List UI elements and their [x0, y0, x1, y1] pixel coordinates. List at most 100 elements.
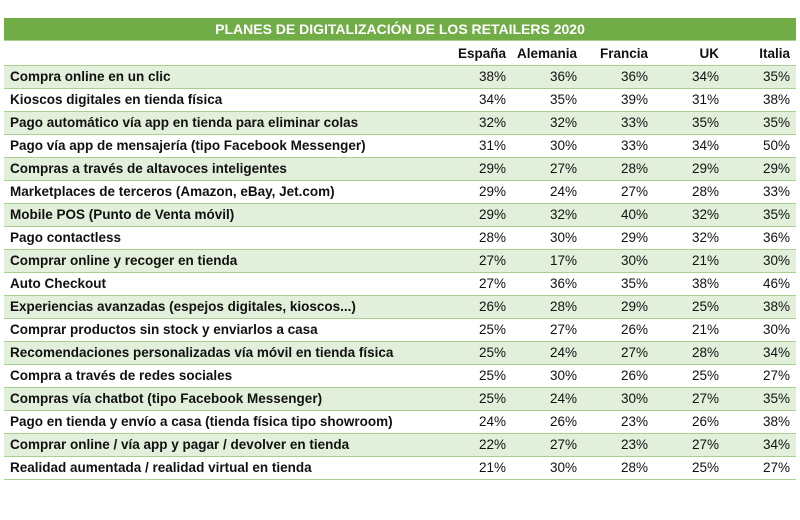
value-cell: 36% — [583, 65, 654, 89]
value-cell: 29% — [441, 203, 512, 227]
row-label: Comprar online y recoger en tienda — [4, 249, 441, 273]
value-cell: 26% — [583, 364, 654, 388]
table-row: Pago vía app de mensajería (tipo Faceboo… — [4, 134, 796, 158]
table-row: Recomendaciones personalizadas vía móvil… — [4, 341, 796, 365]
value-cell: 29% — [441, 157, 512, 181]
value-cell: 24% — [441, 410, 512, 434]
value-cell: 25% — [441, 318, 512, 342]
value-cell: 30% — [512, 364, 583, 388]
value-cell: 28% — [654, 180, 725, 204]
value-cell: 27% — [512, 433, 583, 457]
value-cell: 21% — [654, 318, 725, 342]
value-cell: 29% — [583, 226, 654, 250]
value-cell: 36% — [725, 226, 796, 250]
value-cell: 32% — [654, 203, 725, 227]
value-cell: 34% — [441, 88, 512, 112]
value-cell: 28% — [583, 456, 654, 480]
table-row: Pago contactless 28% 30% 29% 32% 36% — [4, 226, 796, 250]
value-cell: 17% — [512, 249, 583, 273]
value-cell: 30% — [725, 249, 796, 273]
value-cell: 35% — [654, 111, 725, 135]
row-label: Realidad aumentada / realidad virtual en… — [4, 456, 441, 480]
value-cell: 25% — [654, 295, 725, 319]
value-cell: 29% — [441, 180, 512, 204]
value-cell: 25% — [441, 341, 512, 365]
table-row: Mobile POS (Punto de Venta móvil) 29% 32% 4… — [4, 203, 796, 227]
value-cell: 27% — [654, 433, 725, 457]
value-cell: 27% — [654, 387, 725, 411]
value-cell: 32% — [441, 111, 512, 135]
value-cell: 29% — [725, 157, 796, 181]
row-label: Mobile POS (Punto de Venta móvil) — [4, 203, 441, 227]
value-cell: 30% — [725, 318, 796, 342]
value-cell: 28% — [441, 226, 512, 250]
table-row: Marketplaces de terceros (Amazon, eBay, … — [4, 180, 796, 204]
value-cell: 38% — [725, 295, 796, 319]
row-label: Comprar online / vía app y pagar / devol… — [4, 433, 441, 457]
value-cell: 23% — [583, 433, 654, 457]
value-cell: 27% — [441, 272, 512, 296]
value-cell: 34% — [654, 65, 725, 89]
value-cell: 25% — [654, 456, 725, 480]
value-cell: 27% — [725, 364, 796, 388]
value-cell: 24% — [512, 387, 583, 411]
value-cell: 35% — [583, 272, 654, 296]
table-row: Realidad aumentada / realidad virtual en… — [4, 456, 796, 480]
table-row: Experiencias avanzadas (espejos digitale… — [4, 295, 796, 319]
row-label: Pago automático vía app en tienda para e… — [4, 111, 441, 135]
row-label: Compras a través de altavoces inteligent… — [4, 157, 441, 181]
value-cell: 24% — [512, 180, 583, 204]
value-cell: 36% — [512, 272, 583, 296]
value-cell: 38% — [725, 88, 796, 112]
value-cell: 30% — [512, 134, 583, 158]
row-label: Pago vía app de mensajería (tipo Faceboo… — [4, 134, 441, 158]
value-cell: 27% — [441, 249, 512, 273]
value-cell: 29% — [654, 157, 725, 181]
value-cell: 31% — [441, 134, 512, 158]
table-row: Compra online en un clic 38% 36% 36% 34% 35% — [4, 65, 796, 89]
value-cell: 24% — [512, 341, 583, 365]
table-row: Compra a través de redes sociales 25% 30% 2… — [4, 364, 796, 388]
column-header-uk: UK — [654, 40, 725, 66]
value-cell: 25% — [441, 364, 512, 388]
value-cell: 30% — [583, 387, 654, 411]
row-label: Recomendaciones personalizadas vía móvil… — [4, 341, 441, 365]
value-cell: 36% — [512, 65, 583, 89]
row-label: Marketplaces de terceros (Amazon, eBay, … — [4, 180, 441, 204]
value-cell: 35% — [725, 387, 796, 411]
value-cell: 21% — [654, 249, 725, 273]
row-label: Compra a través de redes sociales — [4, 364, 441, 388]
column-header-italia: Italia — [725, 40, 796, 66]
value-cell: 38% — [441, 65, 512, 89]
value-cell: 26% — [441, 295, 512, 319]
value-cell: 46% — [725, 272, 796, 296]
value-cell: 28% — [654, 341, 725, 365]
digitalization-table: PLANES DE DIGITALIZACIÓN DE LOS RETAILER… — [4, 18, 796, 480]
table-row: Pago automático vía app en tienda para e… — [4, 111, 796, 135]
value-cell: 27% — [725, 456, 796, 480]
table-row: Auto Checkout 27% 36% 35% 38% 46% — [4, 272, 796, 296]
value-cell: 25% — [441, 387, 512, 411]
value-cell: 33% — [725, 180, 796, 204]
table-row: Comprar online y recoger en tienda 27% 17%… — [4, 249, 796, 273]
table-title: PLANES DE DIGITALIZACIÓN DE LOS RETAILER… — [4, 18, 796, 41]
row-label: Compra online en un clic — [4, 65, 441, 89]
value-cell: 29% — [583, 295, 654, 319]
value-cell: 32% — [654, 226, 725, 250]
table-row: Pago en tienda y envío a casa (tienda fí… — [4, 410, 796, 434]
value-cell: 27% — [583, 341, 654, 365]
table-row: Comprar productos sin stock y enviarlos … — [4, 318, 796, 342]
table-row: Kioscos digitales en tienda física 34% 35%… — [4, 88, 796, 112]
value-cell: 31% — [654, 88, 725, 112]
row-label: Pago contactless — [4, 226, 441, 250]
value-cell: 27% — [583, 180, 654, 204]
value-cell: 39% — [583, 88, 654, 112]
title-row: PLANES DE DIGITALIZACIÓN DE LOS RETAILER… — [4, 18, 796, 41]
table-row: Compras vía chatbot (tipo Facebook Messe… — [4, 387, 796, 411]
value-cell: 30% — [512, 456, 583, 480]
column-header-alemania: Alemania — [512, 40, 583, 66]
value-cell: 32% — [512, 111, 583, 135]
value-cell: 33% — [583, 134, 654, 158]
row-label: Auto Checkout — [4, 272, 441, 296]
column-header-francia: Francia — [583, 40, 654, 66]
